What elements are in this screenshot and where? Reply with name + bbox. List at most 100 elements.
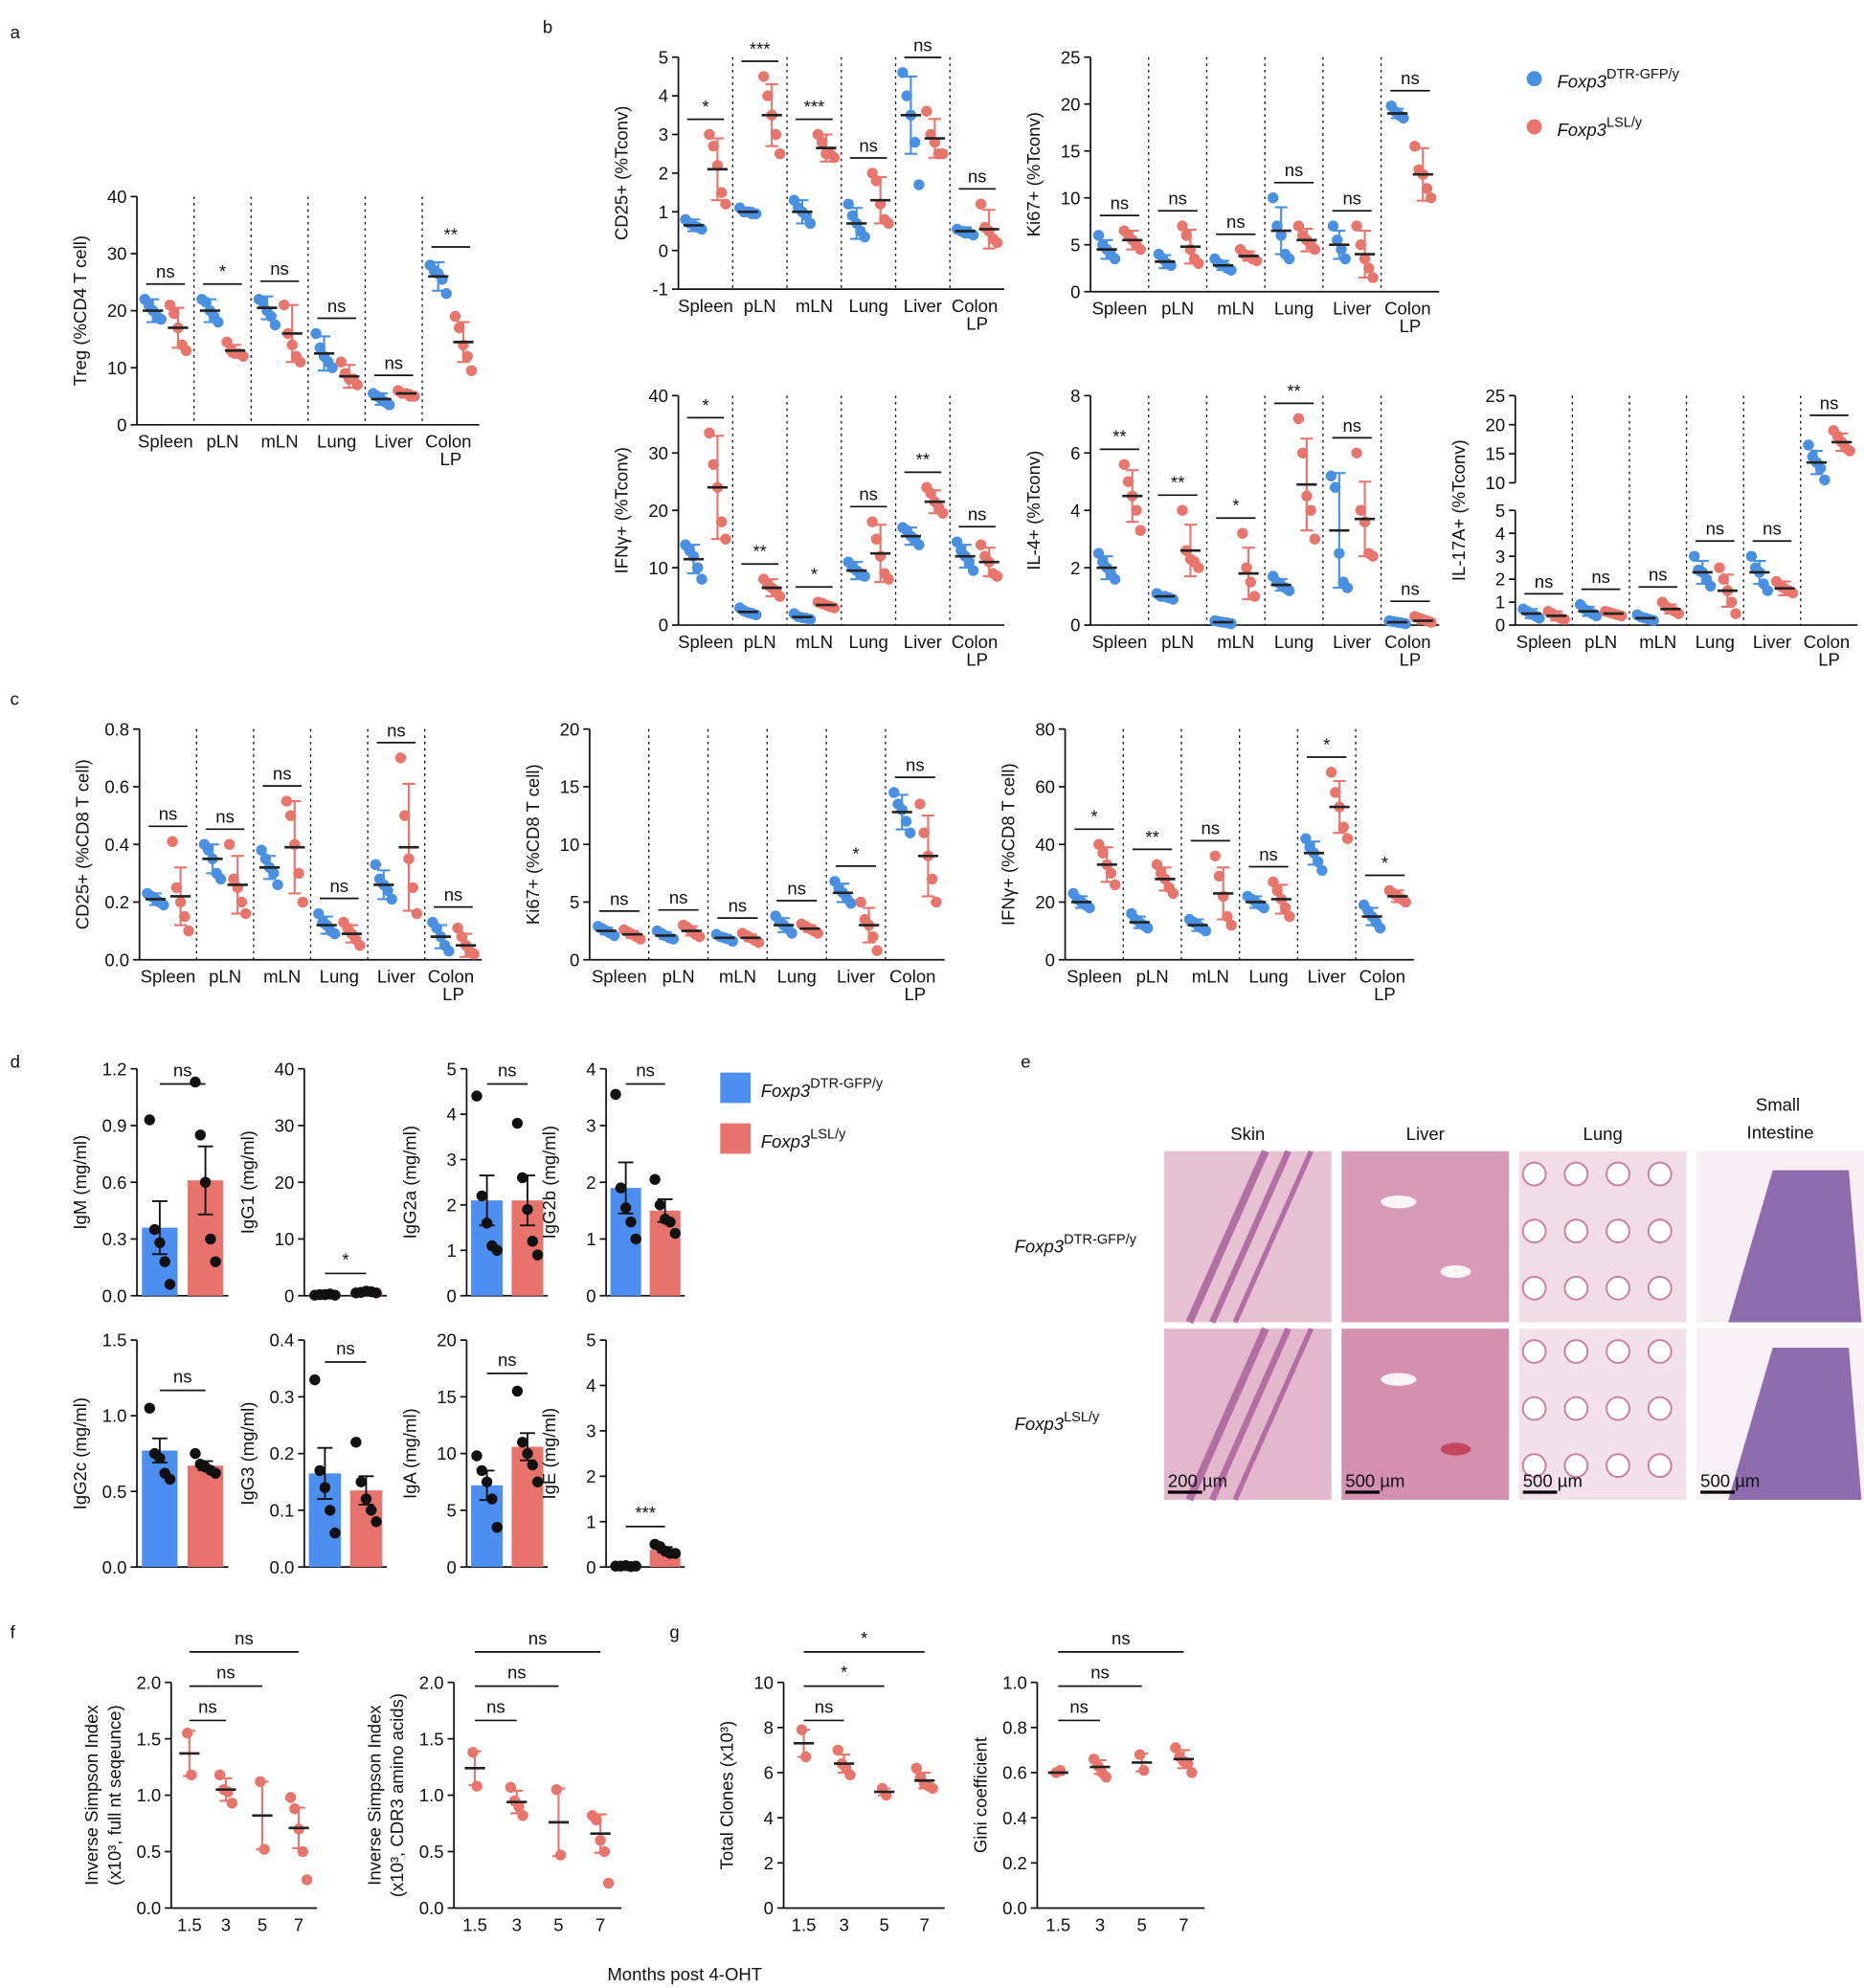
significance-label: ns (1226, 212, 1246, 232)
significance-label: ** (444, 224, 458, 244)
significance-label: ns (636, 1061, 655, 1081)
data-point (625, 1216, 637, 1228)
data-point (1105, 867, 1117, 880)
y-tick-label: 20 (1035, 892, 1055, 912)
data-point (399, 810, 411, 821)
data-point (762, 90, 774, 101)
data-point (770, 128, 782, 141)
data-point (167, 836, 178, 847)
y-tick-label: 2 (586, 1173, 595, 1193)
data-point (1193, 562, 1204, 573)
legend-marker (720, 1123, 752, 1154)
y-tick-label: 20 (560, 719, 580, 739)
data-point (383, 399, 395, 411)
data-point (159, 1256, 170, 1267)
data-point (258, 296, 269, 308)
y-tick-label: 30 (648, 443, 668, 463)
alveolus (1521, 1339, 1547, 1364)
data-point (1421, 183, 1433, 194)
data-point (918, 827, 930, 838)
significance-label: ns (669, 887, 688, 907)
x-tick-label: Liver (377, 967, 415, 987)
data-point (1400, 896, 1411, 908)
data-point (1131, 504, 1142, 516)
data-point (937, 147, 949, 160)
data-point (382, 884, 393, 897)
comparison-label: ns (216, 1663, 236, 1683)
y-axis-label: IgG2b (mg/ml) (539, 1126, 559, 1239)
y-tick-label: 10 (648, 558, 668, 578)
alveolus (1563, 1275, 1589, 1301)
y-tick-label: 8 (764, 1717, 774, 1737)
data-point (1258, 902, 1269, 914)
y-axis-label: Ki67+ (%Tconv) (1023, 112, 1044, 236)
alveolus (1521, 1453, 1547, 1479)
y-tick-label: 0.6 (102, 1173, 127, 1193)
data-point (222, 1786, 234, 1798)
y-tick-label: 15 (437, 1387, 457, 1407)
alveolus (1563, 1218, 1589, 1244)
data-point (168, 307, 180, 320)
y-tick-label: 3 (586, 1421, 595, 1441)
significance-label: ** (1171, 473, 1184, 493)
x-tick-label: Spleen (1092, 299, 1148, 319)
y-axis-label: IgG3 (mg/ml) (237, 1402, 258, 1506)
data-point (870, 175, 883, 187)
significance-label: ns (387, 720, 406, 740)
data-point (883, 217, 894, 230)
y-tick-label: 1 (586, 1511, 595, 1531)
y-tick-label: 20 (648, 501, 668, 521)
y-tick-label: 2 (447, 1195, 457, 1216)
data-point (325, 1505, 336, 1516)
x-tick-label: Spleen (678, 632, 733, 652)
comparison-label: * (841, 1663, 847, 1683)
data-point (1142, 922, 1154, 934)
alveolus (1521, 1161, 1547, 1187)
comparison-label: * (861, 1628, 867, 1648)
data-point (486, 1493, 498, 1505)
significance-label: ns (1820, 392, 1839, 413)
data-point (1193, 257, 1204, 270)
data-point (696, 573, 707, 585)
data-point (664, 1216, 676, 1228)
tissue-layer (1209, 1150, 1291, 1324)
data-point (901, 90, 912, 101)
x-tick-label: pLN (744, 296, 776, 316)
data-point (1279, 902, 1291, 914)
comparison-label: ns (235, 1628, 254, 1648)
scale-bar-label: 500 µm (1345, 1471, 1404, 1491)
y-tick-label: 0.0 (102, 1285, 127, 1306)
data-point (1213, 870, 1225, 882)
y-tick-label: 0.6 (1002, 1763, 1027, 1783)
significance-label: ns (173, 1061, 192, 1081)
legend-entry: Foxp3LSL/y (761, 1127, 846, 1150)
y-tick-label: 0.3 (270, 1387, 295, 1407)
data-point (975, 198, 987, 210)
data-point (602, 1877, 615, 1889)
data-point (183, 925, 194, 937)
data-point (531, 1476, 544, 1487)
data-point (301, 1874, 313, 1886)
data-point (900, 815, 912, 827)
data-point (888, 787, 900, 798)
y-tick-label: 2 (586, 1466, 595, 1486)
x-tick-label: mLN (263, 967, 301, 987)
data-point (1330, 787, 1341, 798)
y-axis-label: IFNγ+ (%Tconv) (612, 447, 632, 573)
y-tick-label: 0.1 (270, 1501, 295, 1521)
data-point (554, 1849, 567, 1861)
data-point (170, 882, 183, 894)
significance-label: ns (270, 258, 289, 279)
x-tick-label: pLN (744, 632, 776, 652)
data-point (1122, 476, 1134, 487)
data-point (329, 1527, 341, 1539)
data-point (511, 1117, 524, 1129)
significance-label: ns (215, 807, 235, 827)
data-point (859, 231, 870, 243)
alveolus (1647, 1453, 1673, 1479)
y-tick-label: 8 (1070, 386, 1080, 406)
data-point (630, 1560, 641, 1572)
data-point (608, 929, 620, 942)
y-tick-label: 0.4 (1002, 1808, 1027, 1828)
y-axis-label: (x10³, full nt seqeunce) (104, 1705, 124, 1885)
